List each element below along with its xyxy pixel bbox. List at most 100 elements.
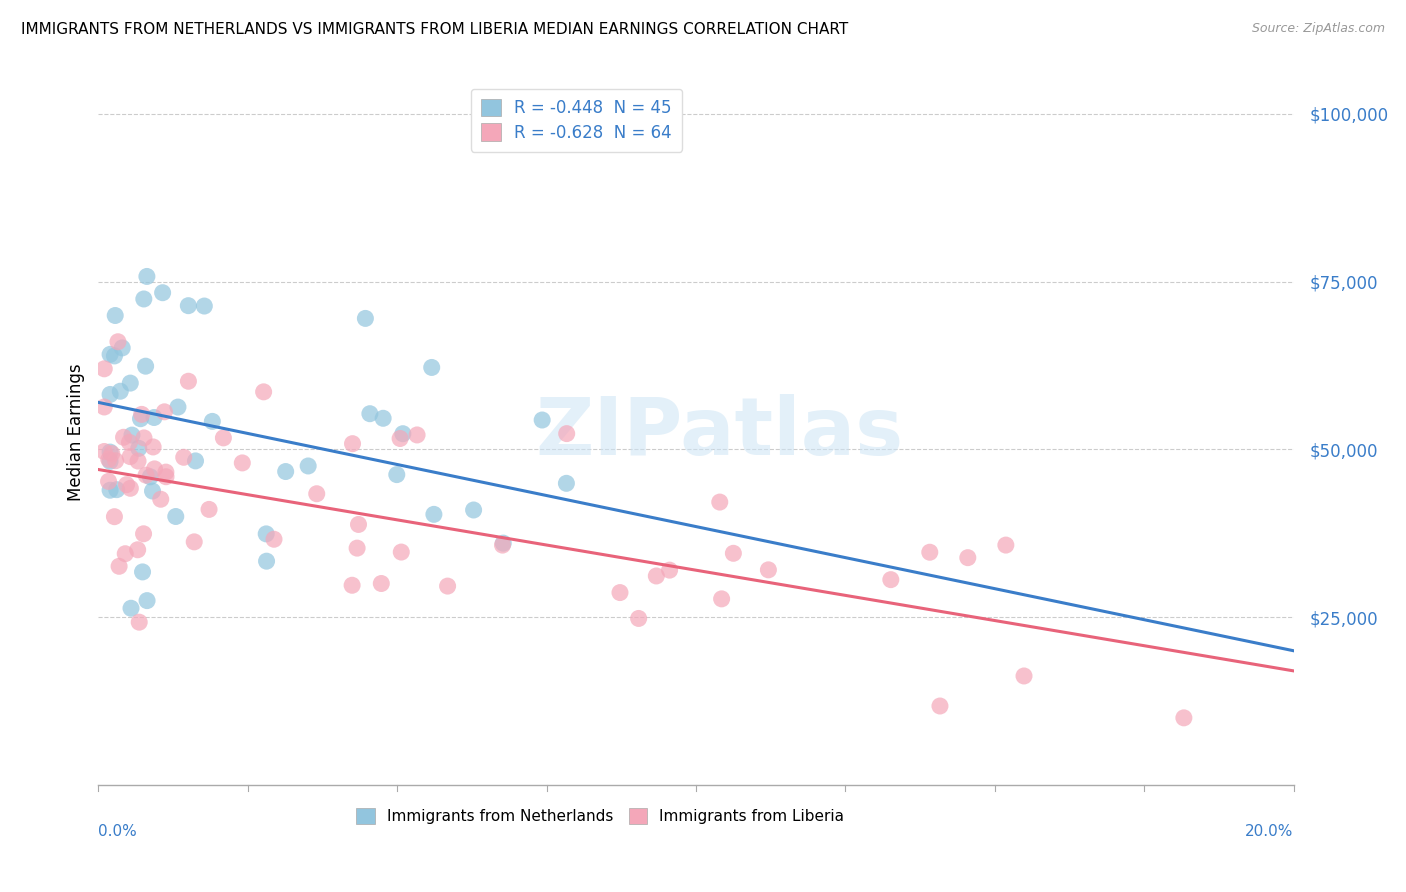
Point	[120, 601, 142, 615]
Point	[135, 269, 157, 284]
Point	[141, 483, 163, 498]
Point	[108, 559, 131, 574]
Point	[373, 411, 395, 425]
Point	[128, 442, 150, 456]
Point	[370, 576, 392, 591]
Point	[100, 446, 122, 460]
Point	[103, 349, 125, 363]
Y-axis label: Median Earnings: Median Earnings	[66, 364, 84, 501]
Point	[709, 495, 731, 509]
Point	[658, 563, 681, 577]
Point	[131, 565, 153, 579]
Point	[132, 431, 155, 445]
Point	[93, 400, 115, 414]
Point	[392, 426, 415, 441]
Text: Source: ZipAtlas.com: Source: ZipAtlas.com	[1251, 22, 1385, 36]
Point	[420, 360, 443, 375]
Point	[177, 299, 200, 313]
Point	[956, 550, 979, 565]
Point	[131, 408, 153, 422]
Point	[389, 545, 412, 559]
Point	[342, 436, 364, 450]
Point	[723, 546, 745, 560]
Point	[120, 376, 142, 390]
Point	[492, 536, 515, 550]
Point	[128, 615, 150, 629]
Point	[135, 359, 157, 374]
Point	[98, 445, 121, 459]
Point	[256, 554, 278, 568]
Point	[994, 538, 1017, 552]
Point	[98, 347, 121, 361]
Point	[436, 579, 458, 593]
Point	[153, 405, 176, 419]
Point	[98, 483, 121, 498]
Point	[201, 414, 224, 428]
Point	[155, 469, 177, 483]
Point	[274, 465, 297, 479]
Point	[142, 440, 165, 454]
Point	[555, 426, 578, 441]
Point	[880, 573, 903, 587]
Point	[177, 374, 200, 388]
Point	[114, 547, 136, 561]
Point	[149, 492, 172, 507]
Point	[193, 299, 215, 313]
Point	[155, 465, 177, 479]
Point	[132, 526, 155, 541]
Point	[110, 384, 132, 399]
Point	[645, 569, 668, 583]
Point	[120, 481, 142, 495]
Point	[121, 428, 143, 442]
Point	[120, 450, 142, 464]
Point	[167, 400, 190, 414]
Legend: Immigrants from Netherlands, Immigrants from Liberia: Immigrants from Netherlands, Immigrants …	[350, 802, 851, 830]
Point	[93, 444, 115, 458]
Text: ZIPatlas: ZIPatlas	[536, 393, 904, 472]
Point	[143, 462, 166, 476]
Point	[918, 545, 941, 559]
Point	[231, 456, 253, 470]
Point	[347, 517, 370, 532]
Point	[198, 502, 221, 516]
Point	[127, 542, 149, 557]
Point	[165, 509, 187, 524]
Point	[253, 384, 276, 399]
Point	[340, 578, 363, 592]
Point	[173, 450, 195, 465]
Point	[107, 334, 129, 349]
Point	[463, 503, 485, 517]
Point	[118, 435, 141, 450]
Point	[710, 591, 733, 606]
Text: IMMIGRANTS FROM NETHERLANDS VS IMMIGRANTS FROM LIBERIA MEDIAN EARNINGS CORRELATI: IMMIGRANTS FROM NETHERLANDS VS IMMIGRANT…	[21, 22, 848, 37]
Point	[929, 698, 952, 713]
Point	[263, 533, 285, 547]
Point	[1012, 669, 1035, 683]
Point	[609, 585, 631, 599]
Point	[627, 611, 650, 625]
Point	[184, 454, 207, 468]
Point	[183, 534, 205, 549]
Text: 0.0%: 0.0%	[98, 823, 138, 838]
Point	[305, 487, 328, 501]
Point	[135, 468, 157, 483]
Point	[132, 292, 155, 306]
Point	[531, 413, 554, 427]
Point	[297, 458, 319, 473]
Point	[491, 538, 513, 552]
Point	[359, 407, 381, 421]
Point	[115, 477, 138, 491]
Point	[98, 387, 121, 401]
Point	[254, 527, 277, 541]
Point	[1173, 711, 1195, 725]
Point	[97, 475, 120, 489]
Point	[758, 563, 780, 577]
Point	[143, 410, 166, 425]
Point	[104, 453, 127, 467]
Point	[136, 593, 159, 607]
Point	[105, 483, 128, 497]
Point	[129, 411, 152, 425]
Point	[139, 470, 162, 484]
Point	[93, 361, 115, 376]
Point	[98, 454, 121, 468]
